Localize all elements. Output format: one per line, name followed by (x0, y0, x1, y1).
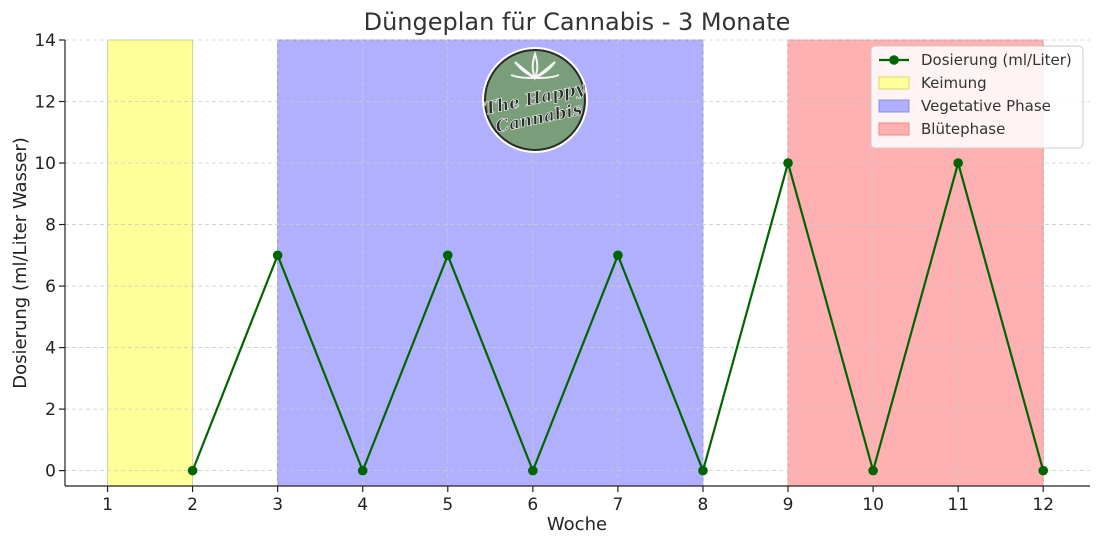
x-tick-label: 1 (102, 495, 113, 515)
data-point (357, 465, 368, 476)
x-tick-label: 8 (698, 495, 709, 515)
logo-circle (484, 49, 586, 151)
x-tick-label: 7 (612, 495, 623, 515)
data-point (1038, 465, 1049, 476)
y-tick-label: 8 (45, 216, 56, 236)
y-tick-label: 14 (34, 31, 56, 51)
data-point (613, 250, 623, 261)
phase-band-0 (107, 39, 194, 487)
legend-marker-swatch (889, 55, 899, 65)
logo: The Happy Cannabis (482, 47, 588, 153)
chart-title: Düngeplan für Cannabis - 3 Monate (364, 8, 791, 36)
x-tick-label: 9 (783, 495, 794, 515)
y-tick-label: 10 (34, 154, 56, 174)
legend-swatch-phase-2 (878, 122, 910, 136)
legend-label-phase-1: Vegetative Phase (921, 97, 1051, 115)
data-point (953, 158, 963, 168)
cannabis-leaf-icon (510, 50, 560, 81)
y-tick-label: 2 (45, 400, 56, 420)
x-tick-label: 6 (527, 495, 538, 515)
grid-lines (65, 39, 1090, 486)
y-axis-label: Dosierung (ml/Liter Wasser) (10, 137, 31, 389)
y-tick-label: 0 (45, 462, 56, 482)
x-axis-label: Woche (547, 514, 607, 535)
data-point (272, 250, 283, 261)
series-layer (187, 158, 1049, 476)
data-point (698, 465, 708, 476)
legend-label-phase-2: Blütephase (921, 120, 1005, 138)
data-point (868, 465, 878, 476)
x-tick-label: 3 (272, 495, 283, 515)
y-tick-label: 6 (45, 277, 56, 297)
data-point (187, 465, 198, 476)
data-point (442, 250, 453, 261)
data-point (528, 465, 538, 476)
legend-swatch-phase-1 (878, 99, 910, 113)
legend-label-series: Dosierung (ml/Liter) (921, 51, 1072, 69)
y-tick-label: 12 (34, 93, 56, 113)
legend-label-phase-0: Keimung (921, 74, 987, 92)
data-point (783, 158, 793, 168)
x-tick-label: 5 (442, 495, 453, 515)
y-tick-label: 4 (45, 339, 56, 359)
x-tick-label: 4 (357, 495, 368, 515)
x-tick-label: 11 (947, 495, 969, 515)
x-tick-label: 12 (1032, 495, 1054, 515)
legend-frame (870, 45, 1084, 149)
x-tick-label: 2 (187, 495, 198, 515)
legend: Dosierung (ml/Liter) Keimung Vegetative Ph… (870, 45, 1084, 149)
legend-swatch-phase-0 (878, 76, 910, 90)
x-tick-label: 10 (862, 495, 884, 515)
